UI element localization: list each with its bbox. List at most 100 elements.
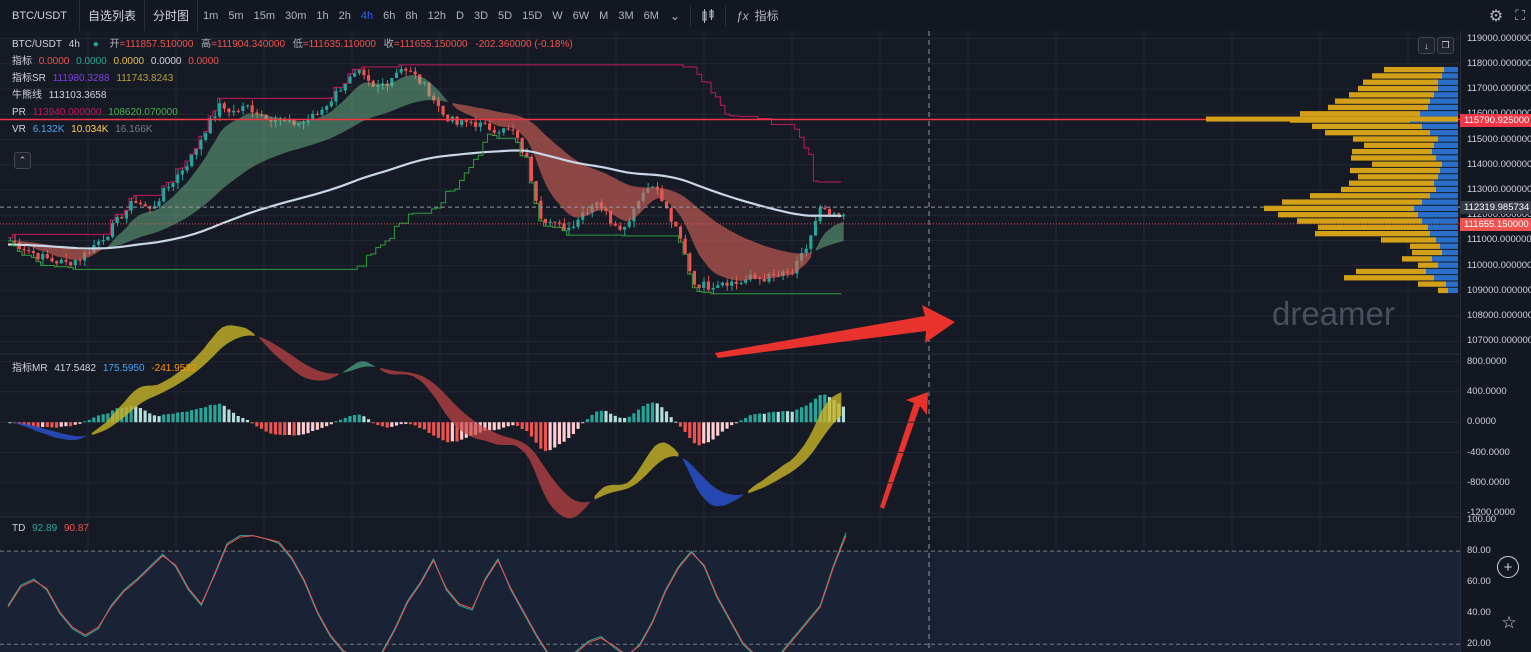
chevron-down-icon[interactable]: ⌄ bbox=[669, 8, 680, 23]
candle-body bbox=[455, 116, 459, 125]
volume-profile-buy-bar bbox=[1434, 180, 1458, 186]
volume-profile-buy-bar bbox=[1430, 130, 1458, 136]
mr-histogram-bar bbox=[269, 422, 273, 434]
candle-body bbox=[176, 174, 180, 184]
chart-canvas[interactable] bbox=[0, 31, 1460, 652]
timeframe-15m[interactable]: 15m bbox=[253, 9, 275, 22]
mr-histogram-bar bbox=[650, 402, 655, 423]
timeshare-button[interactable]: 分时图 bbox=[145, 0, 199, 31]
mr-histogram-bar bbox=[562, 422, 566, 442]
candle-body bbox=[609, 210, 613, 224]
timeframe-1m[interactable]: 1m bbox=[203, 9, 219, 22]
timeframe-5m[interactable]: 5m bbox=[228, 9, 244, 22]
candle-body bbox=[227, 108, 231, 113]
candle-body bbox=[492, 129, 496, 133]
mr-histogram-bar bbox=[194, 409, 198, 423]
mr-histogram-bar bbox=[92, 417, 96, 423]
candle-body bbox=[320, 109, 324, 115]
candle-body bbox=[669, 208, 673, 222]
candle-body bbox=[469, 121, 473, 123]
timeframe-6m[interactable]: 6M bbox=[643, 9, 659, 22]
candle-body bbox=[525, 152, 529, 157]
bull-row: 牛熊线 113103.3658 bbox=[12, 87, 573, 104]
volume-profile-buy-bar bbox=[1414, 205, 1458, 212]
candle-body bbox=[204, 133, 208, 140]
eye-icon[interactable]: ● bbox=[92, 39, 99, 50]
candle-body bbox=[231, 110, 236, 113]
mr-tick: -800.0000 bbox=[1467, 476, 1510, 488]
volume-profile-sell-bar bbox=[1350, 167, 1440, 174]
candle-body bbox=[297, 123, 301, 126]
price-axis[interactable]: 119000.000000 118000.000000 117000.000000 1… bbox=[1460, 31, 1531, 652]
timeframe-d[interactable]: D bbox=[456, 9, 464, 22]
mr-histogram-bar bbox=[744, 417, 748, 423]
collapse-legend-button[interactable]: ⌃ bbox=[14, 152, 31, 169]
candle-body bbox=[408, 70, 413, 72]
timeframe-6h[interactable]: 6h bbox=[383, 9, 396, 22]
volume-profile-sell-bar bbox=[1410, 243, 1440, 249]
mr-histogram-bar bbox=[408, 422, 413, 425]
mr-histogram-bar bbox=[730, 422, 734, 426]
mr-histogram-bar bbox=[385, 422, 389, 428]
mr-histogram-bar bbox=[637, 409, 641, 423]
candle-body bbox=[45, 253, 49, 259]
mr-histogram-bar bbox=[171, 413, 175, 423]
mr-cloud bbox=[594, 442, 679, 500]
candle-body bbox=[329, 101, 333, 107]
timeframe-1h[interactable]: 1h bbox=[316, 9, 329, 22]
long-moving-average bbox=[7, 149, 842, 250]
arrow-down-icon[interactable]: ↓ bbox=[1418, 37, 1435, 54]
candle-body bbox=[250, 105, 254, 113]
star-icon[interactable]: ☆ bbox=[1501, 613, 1517, 632]
fullscreen-icon[interactable]: ⛶ bbox=[1515, 7, 1525, 23]
timeframe-5d[interactable]: 5D bbox=[498, 9, 513, 22]
candle-body bbox=[553, 221, 557, 223]
ma-cloud bbox=[108, 75, 448, 249]
zoom-in-icon[interactable]: + bbox=[1497, 556, 1519, 578]
timeframe-6w[interactable]: 6W bbox=[572, 9, 590, 22]
last-price-tag: 111655.150000 bbox=[1460, 217, 1531, 231]
timeframe-3m[interactable]: 3M bbox=[618, 9, 634, 22]
candle-body bbox=[711, 287, 715, 290]
timeframe-15d[interactable]: 15D bbox=[522, 9, 543, 22]
candle-body bbox=[706, 281, 710, 290]
candle-body bbox=[390, 77, 394, 86]
indicators-button[interactable]: ƒx 指标 bbox=[730, 0, 785, 31]
mr-histogram-bar bbox=[841, 406, 845, 423]
mr-histogram-bar bbox=[432, 422, 436, 436]
gear-icon[interactable]: ⚙ bbox=[1488, 7, 1504, 25]
candle-body bbox=[841, 214, 845, 217]
mr-histogram-bar bbox=[255, 422, 259, 427]
timeframe-12h[interactable]: 12h bbox=[427, 9, 447, 22]
timeframe-w[interactable]: W bbox=[552, 9, 563, 22]
timeframe-8h[interactable]: 8h bbox=[405, 9, 418, 22]
volume-profile-sell-bar bbox=[1402, 256, 1432, 262]
candle-body bbox=[376, 85, 380, 87]
td-v2: 90.87 bbox=[63, 523, 89, 534]
candle-body bbox=[343, 83, 347, 91]
candle-type-icon[interactable] bbox=[695, 0, 721, 31]
bull-v1: 113103.3658 bbox=[48, 90, 107, 101]
symbol-selector[interactable]: BTC/USDT bbox=[0, 0, 80, 31]
candle-body bbox=[832, 213, 836, 215]
volume-profile-buy-bar bbox=[1420, 111, 1458, 117]
timeframe-2h[interactable]: 2h bbox=[338, 9, 351, 22]
candle-body bbox=[418, 74, 422, 84]
timeframe-4h[interactable]: 4h bbox=[360, 9, 374, 22]
timeframe-3d[interactable]: 3D bbox=[473, 9, 489, 22]
mr-histogram-bar bbox=[176, 412, 180, 423]
volume-profile-sell-bar bbox=[1356, 268, 1426, 275]
timeframe-m[interactable]: M bbox=[599, 9, 609, 22]
volume-profile-buy-bar bbox=[1442, 73, 1458, 79]
candle-body bbox=[138, 202, 143, 205]
timeframe-30m[interactable]: 30m bbox=[285, 9, 307, 22]
watchlist-button[interactable]: 自选列表 bbox=[80, 0, 146, 31]
zhibiao-v3: 0.0000 bbox=[113, 56, 145, 67]
candle-body bbox=[50, 258, 54, 262]
mr-histogram-bar bbox=[492, 422, 496, 431]
volume-profile-sell-bar bbox=[1372, 161, 1442, 167]
candle-body bbox=[618, 225, 622, 230]
candle-body bbox=[190, 154, 194, 167]
candle-body bbox=[576, 219, 580, 227]
restore-pane-icon[interactable]: ❐ bbox=[1437, 37, 1454, 54]
